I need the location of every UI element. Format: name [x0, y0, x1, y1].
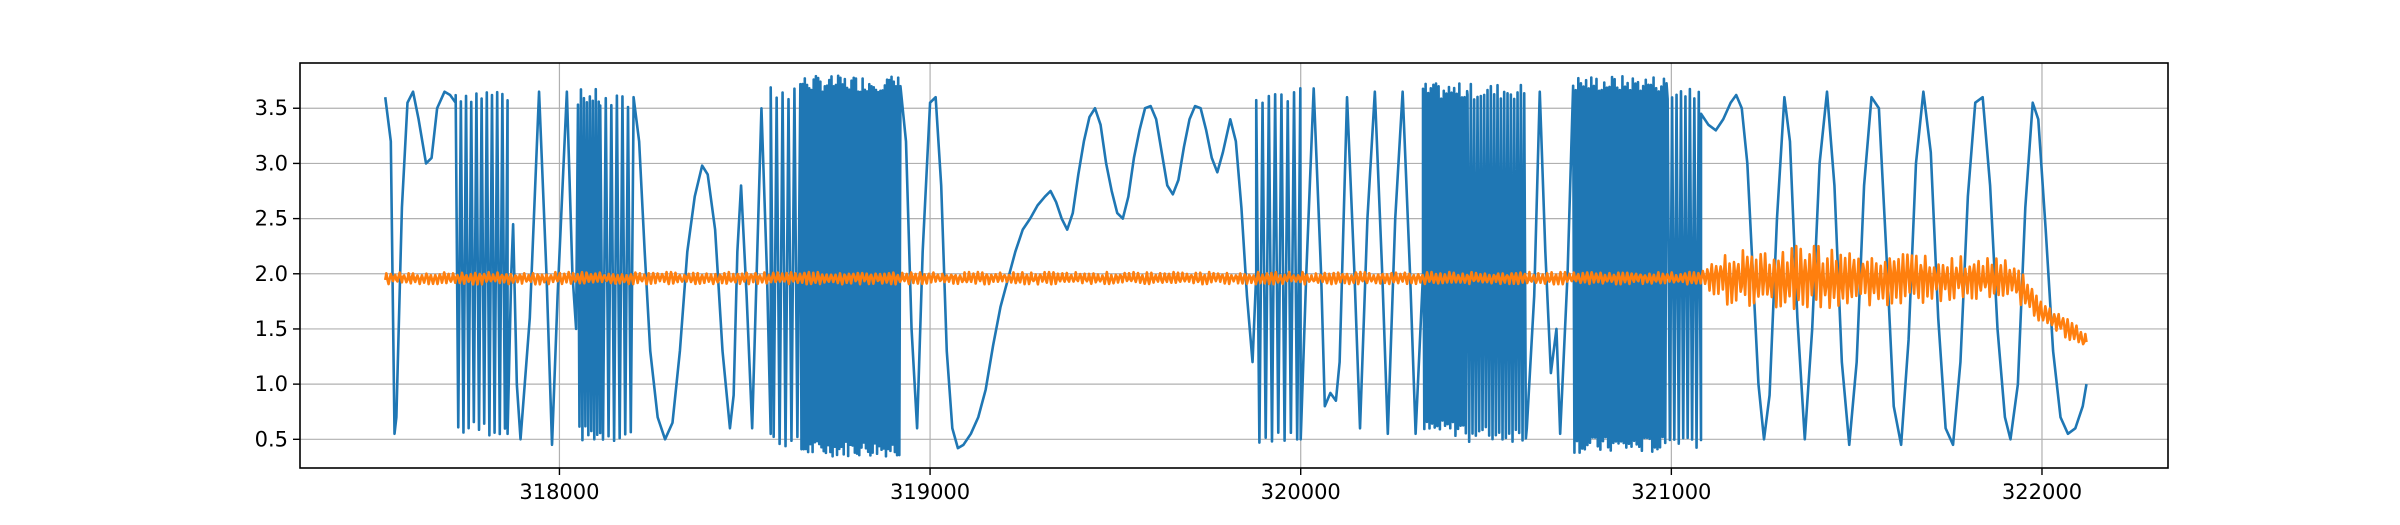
- axis-ticks: 318000 319000 320000 321000 322000 0.5 1.0 1.5 2…: [255, 96, 2082, 504]
- series-layer: [383, 74, 2088, 458]
- x-tick-label: 319000: [890, 480, 970, 504]
- x-tick-label: 322000: [2002, 480, 2082, 504]
- axes-frame: [299, 62, 2169, 469]
- y-tick-label: 3.5: [255, 96, 288, 120]
- series-1-line: [383, 74, 2088, 458]
- y-tick-label: 1.5: [255, 317, 288, 341]
- x-tick-label: 321000: [1631, 480, 1711, 504]
- y-tick-label: 3.0: [255, 151, 288, 175]
- series-2-line: [383, 244, 2088, 346]
- y-tick-label: 0.5: [255, 427, 288, 451]
- y-tick-label: 2.0: [255, 262, 288, 286]
- x-tick-label: 318000: [519, 480, 599, 504]
- y-tick-label: 2.5: [255, 207, 288, 231]
- y-tick-label: 1.0: [255, 372, 288, 396]
- x-tick-label: 320000: [1261, 480, 1341, 504]
